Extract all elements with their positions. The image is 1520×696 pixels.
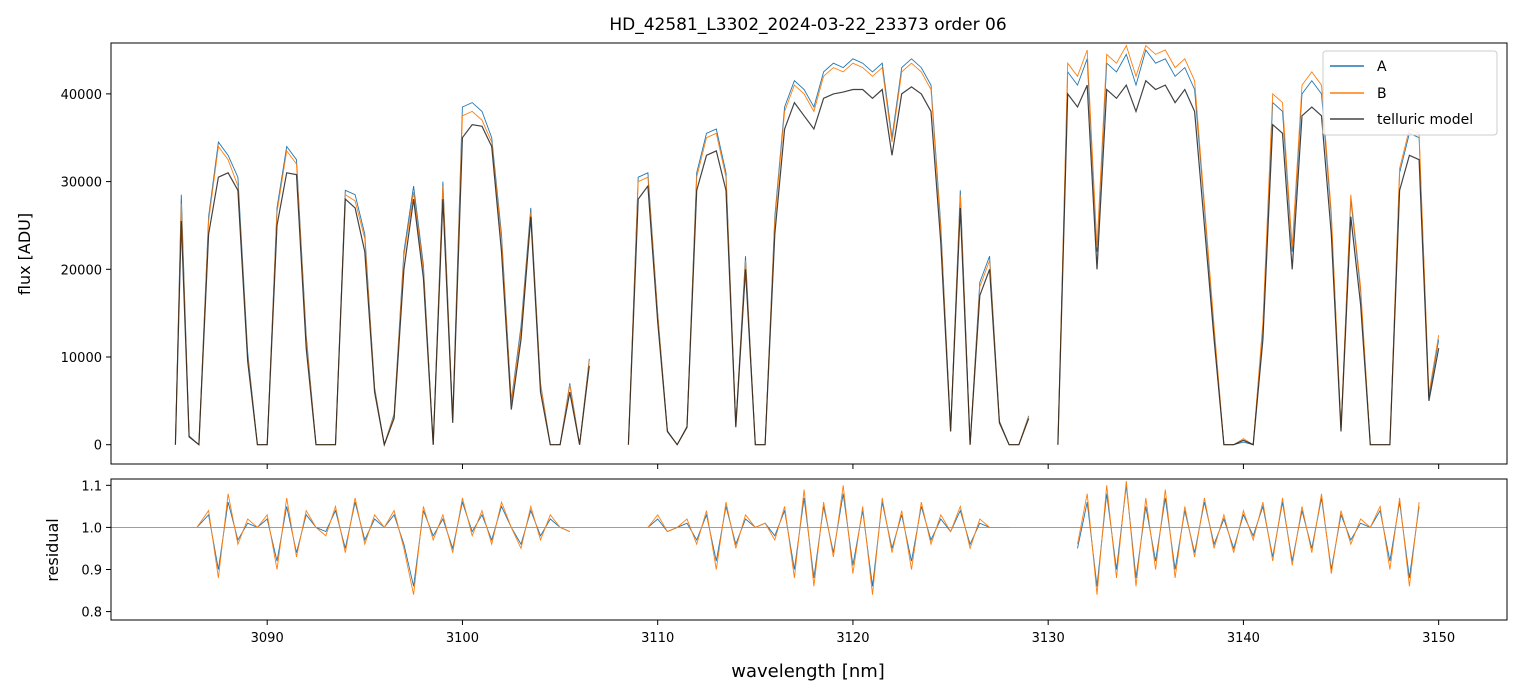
residual-axes-frame — [110, 478, 1508, 621]
flux-line-b-seg0 — [174, 110, 590, 446]
flux-x-ticks — [266, 464, 1440, 469]
flux-y-ticks: 0 10000 20000 30000 40000 — [61, 88, 111, 454]
residual-y-tick-label: 0.8 — [81, 606, 102, 621]
residual-y-ticks: 0.8 0.9 1.0 1.1 — [81, 479, 111, 621]
residual-x-tick-label: 3100 — [446, 631, 479, 646]
residual-line-a-seg0 — [196, 500, 570, 587]
residual-x-ticks: 3090 3100 3110 3120 3130 3140 3150 — [251, 620, 1455, 646]
chart-title: HD_42581_L3302_2024-03-22_23373 order 06 — [609, 15, 1006, 35]
residual-line-b-seg1 — [647, 485, 1010, 595]
flux-line-model-seg2 — [1057, 79, 1440, 446]
residual-x-tick-label: 3130 — [1032, 631, 1065, 646]
residual-y-axis-label: residual — [43, 518, 62, 581]
flux-panel: 0 10000 20000 30000 40000 flux [ADU] A B tel… — [15, 42, 1508, 469]
residual-x-tick-label: 3090 — [251, 631, 284, 646]
residual-series — [111, 481, 1507, 595]
legend-label-model: telluric model — [1377, 112, 1473, 128]
legend-label-b: B — [1377, 86, 1387, 102]
flux-y-axis-label: flux [ADU] — [15, 213, 34, 295]
residual-panel: 0.8 0.9 1.0 1.1 3090 3100 3110 3120 3130 3140 315… — [43, 478, 1508, 682]
residual-y-tick-label: 1.0 — [81, 521, 102, 536]
residual-line-b-seg2 — [1077, 481, 1420, 595]
flux-y-tick-label: 20000 — [61, 263, 102, 278]
x-axis-label: wavelength [nm] — [731, 661, 885, 682]
legend: A B telluric model — [1322, 50, 1498, 136]
residual-y-tick-label: 0.9 — [81, 563, 102, 578]
residual-x-tick-label: 3140 — [1227, 631, 1260, 646]
flux-line-model-seg1 — [627, 86, 1030, 446]
residual-line-a-seg2 — [1077, 485, 1420, 587]
flux-y-tick-label: 10000 — [61, 351, 102, 366]
residual-line-a-seg1 — [647, 493, 1010, 587]
flux-y-tick-label: 30000 — [61, 176, 102, 191]
flux-y-tick-label: 0 — [94, 439, 102, 454]
residual-x-tick-label: 3110 — [641, 631, 674, 646]
legend-label-a: A — [1377, 59, 1387, 75]
residual-x-tick-label: 3150 — [1422, 631, 1455, 646]
residual-y-tick-label: 1.1 — [81, 479, 102, 494]
flux-y-tick-label: 40000 — [61, 88, 102, 103]
flux-axes-frame — [110, 42, 1508, 465]
flux-series — [174, 44, 1440, 447]
residual-x-tick-label: 3120 — [836, 631, 869, 646]
flux-line-model-seg0 — [174, 123, 590, 447]
flux-line-a-seg0 — [174, 102, 590, 446]
residual-line-b-seg0 — [196, 493, 570, 595]
legend-box — [1322, 50, 1498, 136]
